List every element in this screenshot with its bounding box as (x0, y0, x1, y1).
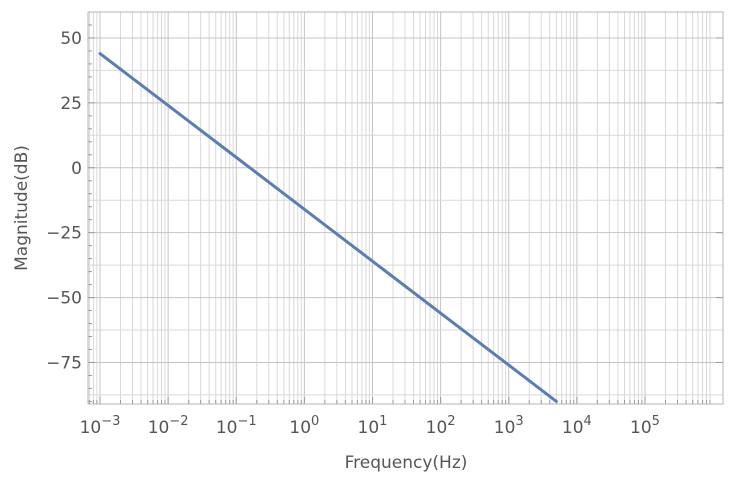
y-tick-labels: 50 25 0 −25 −50 −75 (46, 29, 82, 374)
plot-frame (87, 11, 724, 405)
y-tick-label: 50 (60, 29, 82, 49)
magnitude-line (98, 52, 558, 403)
y-tick-label: 25 (60, 94, 82, 114)
y-tick-label: −75 (46, 353, 82, 373)
y-tick-label: −25 (46, 224, 82, 244)
x-tick-label: 105 (630, 414, 660, 438)
x-tick-label: 100 (289, 414, 319, 438)
tick-marks (88, 11, 723, 404)
x-tick-label: 104 (562, 414, 592, 438)
x-tick-label: 10−1 (216, 414, 257, 438)
x-tick-label: 102 (426, 414, 456, 438)
x-tick-label: 10−3 (80, 414, 121, 438)
x-axis-title: Frequency(Hz) (345, 453, 468, 473)
y-tick-label: 0 (71, 159, 82, 179)
x-tick-label: 101 (358, 414, 388, 438)
grid (88, 12, 723, 404)
y-tick-label: −50 (46, 289, 82, 309)
x-tick-labels: 10−3 10−2 10−1 100 101 102 103 104 105 (80, 414, 660, 438)
x-tick-label: 103 (494, 414, 524, 438)
x-tick-label: 10−2 (148, 414, 189, 438)
y-axis-title: Magnitude(dB) (12, 145, 32, 271)
series-group (98, 52, 558, 403)
